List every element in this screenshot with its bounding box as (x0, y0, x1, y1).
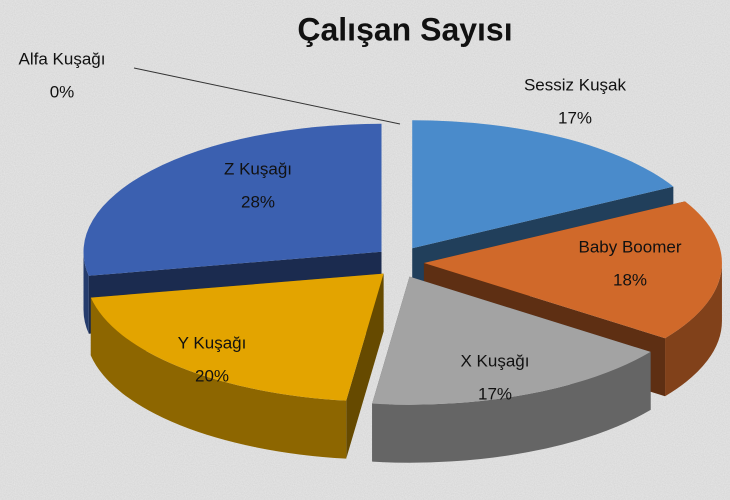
chart-title: Çalışan Sayısı (297, 11, 512, 47)
category-label: Baby Boomer (579, 237, 682, 256)
slice (90, 273, 384, 401)
slice (412, 120, 674, 249)
category-label: Z Kuşağı (224, 159, 292, 178)
slice-side (372, 351, 651, 463)
value-label: 0% (50, 82, 75, 101)
data-labels: Sessiz Kuşak 17% Baby Boomer 18% X Kuşağı 17%… (19, 49, 682, 403)
slice-side (90, 297, 347, 459)
value-label: 20% (195, 366, 229, 385)
value-label: 17% (558, 108, 592, 127)
category-label: Y Kuşağı (178, 333, 247, 352)
value-label: 28% (241, 192, 275, 211)
slice-tops (83, 120, 722, 405)
value-label: 17% (478, 384, 512, 403)
slice (372, 276, 651, 405)
category-label: X Kuşağı (461, 351, 530, 370)
slice (83, 123, 382, 276)
leader-line (133, 67, 401, 125)
category-label: Sessiz Kuşak (524, 75, 627, 94)
value-label: 18% (613, 270, 647, 289)
slice-side (665, 263, 722, 397)
slice (423, 201, 722, 339)
slice-side (83, 251, 89, 334)
category-label: Alfa Kuşağı (19, 49, 106, 68)
